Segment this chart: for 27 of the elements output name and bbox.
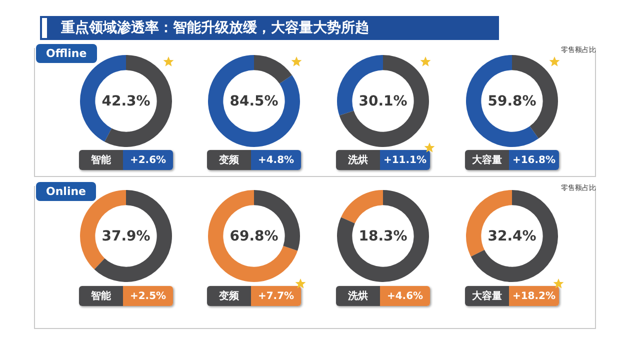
text: 智能 bbox=[79, 150, 123, 170]
text: 59.8% bbox=[488, 94, 536, 110]
text: +2.5% bbox=[123, 286, 173, 306]
text: +16.8% bbox=[509, 150, 559, 170]
text: +11.1% bbox=[380, 150, 430, 170]
text: 42.3% bbox=[102, 94, 150, 110]
text: 大容量 bbox=[465, 150, 509, 170]
text: Offline bbox=[36, 44, 97, 63]
text: 69.8% bbox=[230, 228, 278, 245]
text: +4.6% bbox=[380, 286, 430, 306]
text: 30.1% bbox=[358, 94, 408, 110]
text: 大容量 bbox=[465, 286, 509, 306]
text: 18.3% bbox=[358, 228, 408, 245]
text: 37.9% bbox=[102, 228, 150, 245]
text: 洗烘 bbox=[336, 286, 380, 306]
text: +18.2% bbox=[509, 286, 559, 306]
text: 智能 bbox=[79, 286, 123, 306]
text: 变频 bbox=[207, 286, 251, 306]
text: Online bbox=[36, 182, 96, 201]
text: 重点领域渗透率：智能升级放缓，大容量大势所趋 bbox=[42, 18, 497, 38]
text: +2.6% bbox=[123, 150, 173, 170]
text: +4.8% bbox=[251, 150, 301, 170]
text: 84.5% bbox=[230, 94, 278, 110]
text: +7.7% bbox=[251, 286, 301, 306]
text: 变频 bbox=[207, 150, 251, 170]
text: 32.4% bbox=[488, 228, 536, 245]
text: 洗烘 bbox=[336, 150, 380, 170]
